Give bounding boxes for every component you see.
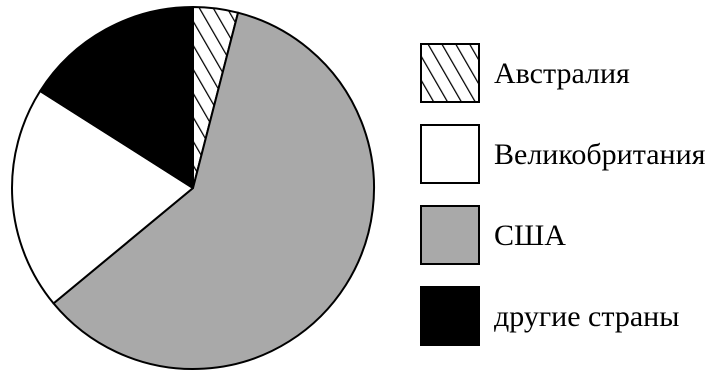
pie-slice-4: [39, 6, 194, 189]
legend-label-3: США: [494, 219, 566, 252]
legend-label-1: Австралия: [494, 57, 630, 90]
legend-swatch-4: [420, 286, 480, 346]
legend-label-4: другие страны: [494, 300, 679, 333]
legend-swatch-2: [420, 124, 480, 184]
pie-slice-3: [11, 90, 194, 305]
legend-swatch-3: [420, 205, 480, 265]
chart-legend: Австралия Великобритания США другие страны: [420, 43, 706, 346]
pie-slice-2: [52, 11, 375, 370]
legend-swatch-1: [420, 43, 480, 103]
legend-label-2: Великобритания: [494, 138, 706, 171]
pie-slices: [11, 6, 375, 370]
